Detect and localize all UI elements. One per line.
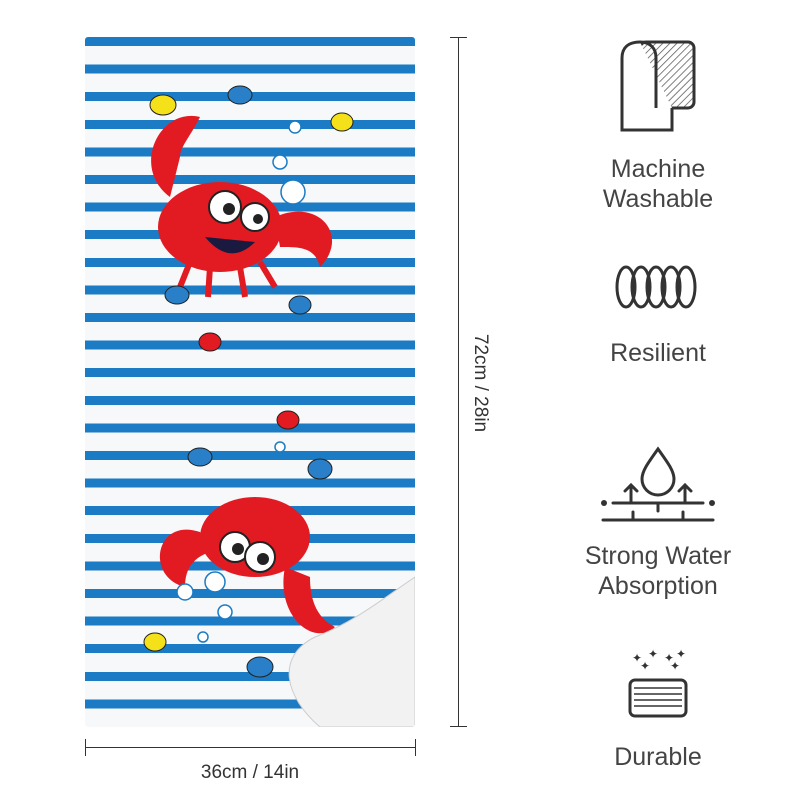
feature-label-line1: Machine: [610, 155, 706, 183]
feature-label-line1: Durable: [614, 743, 702, 771]
feature-durable: ✦ ✦ ✦ ✦ ✦ ✦ Durable: [560, 648, 756, 772]
fish-decorations: [143, 85, 354, 678]
feature-label-line1: Resilient: [610, 339, 706, 367]
feature-label-line2: Absorption: [598, 572, 718, 600]
width-label: 36cm / 14in: [200, 762, 300, 783]
towel-print-illustration: [143, 85, 415, 727]
bubbles: [176, 120, 306, 643]
svg-text:✦: ✦: [670, 659, 680, 673]
svg-text:✦: ✦: [676, 648, 686, 661]
height-dimension-cap-top: [450, 37, 467, 38]
spring-coil-icon: [615, 265, 697, 309]
feature-label-line1: Strong Water: [584, 542, 732, 570]
svg-text:✦: ✦: [632, 651, 642, 665]
feature-label-line2: Washable: [602, 185, 714, 213]
folded-corner: [288, 576, 415, 727]
height-dimension-cap-bottom: [450, 726, 467, 727]
feature-resilient: Resilient: [560, 262, 756, 368]
beach-towel-product-image: [85, 37, 415, 727]
crab-bottom: [159, 497, 335, 634]
svg-text:✦: ✦: [640, 659, 650, 673]
width-dimension-cap-left: [85, 739, 86, 756]
sparkle-fabric-icon: ✦ ✦ ✦ ✦ ✦ ✦: [628, 648, 688, 718]
width-dimension-line: [85, 747, 415, 748]
height-dimension-line: [458, 37, 459, 727]
svg-text:✦: ✦: [648, 648, 658, 661]
crab-top: [151, 115, 333, 298]
height-label: 72cm / 28in: [470, 333, 491, 433]
feature-strong-water-absorption: Strong Water Absorption: [560, 445, 756, 601]
towel-roll-icon: [620, 40, 696, 132]
water-drop-absorption-icon: [601, 446, 715, 522]
feature-machine-washable: Machine Washable: [560, 38, 756, 214]
width-dimension-cap-right: [415, 739, 416, 756]
svg-text:✦: ✦: [664, 651, 674, 665]
